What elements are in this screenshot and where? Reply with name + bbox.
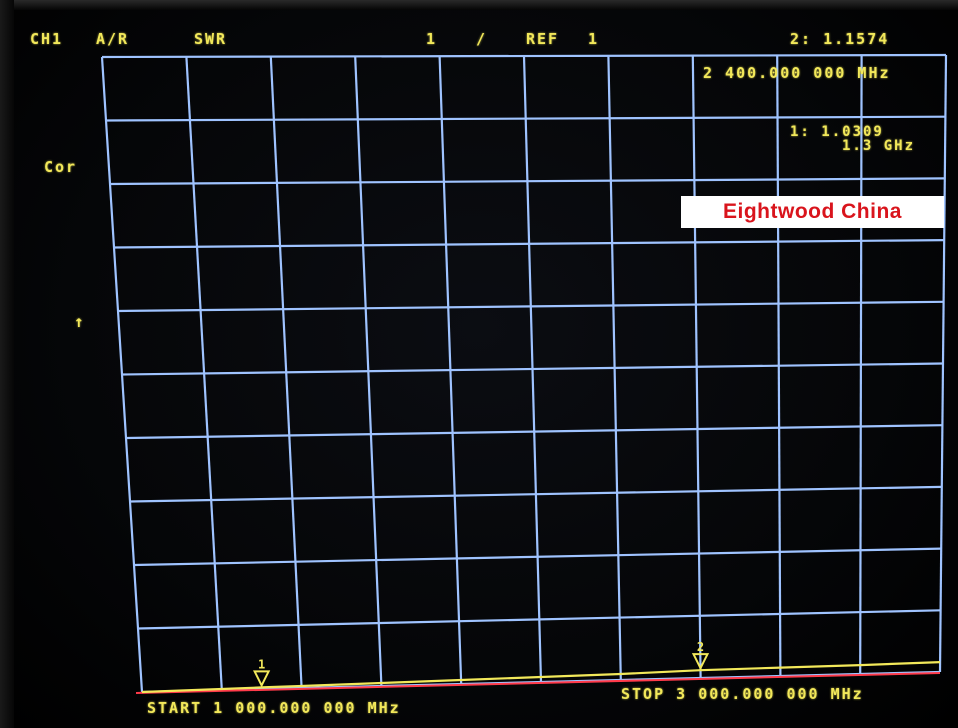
marker-triangle [691,653,710,671]
marker-triangle [252,670,271,688]
scale-unit: / [476,30,488,48]
scale-value: 1 [426,30,438,48]
start-frequency: START 1 000.000 000 MHz [147,699,401,717]
swr-trace [141,661,941,694]
stop-frequency: STOP 3 000.000 000 MHz [621,685,864,703]
marker1-frequency: 1.3 GHz [842,138,916,154]
reference-line [135,672,941,694]
watermark-label: Eightwood China [681,196,944,228]
ref-value: 1 [588,30,600,48]
marker2-readout: 2: 1.1574 [790,30,890,48]
grid-horizontal-line [113,239,945,249]
measurement-label: A/R [96,30,130,48]
grid-horizontal-line [133,547,942,567]
graticule [100,53,948,694]
grid-horizontal-line [117,300,944,313]
format-label: SWR [194,30,228,48]
marker2-frequency: 2 400.000 000 MHz [703,64,891,82]
marker-1-icon: 1 [252,657,271,688]
correction-indicator: Cor [44,158,78,176]
marker-number: 2 [697,640,704,654]
monitor-bezel-top [0,0,958,10]
grid-horizontal-line [109,177,945,186]
marker-layer: 12 [252,640,710,688]
grid-horizontal-line [105,115,946,122]
reference-position-arrow-icon: ↑ [74,312,86,331]
grid-horizontal-line [121,362,944,376]
marker1-readout: 1: 1.0309 [790,124,884,140]
monitor-bezel-left [0,0,14,728]
grid-horizontal-line [125,424,943,440]
marker-number: 1 [258,657,265,671]
grid-horizontal-line [137,609,941,630]
grid-horizontal-line [129,485,942,503]
grid-horizontal-line [101,53,947,59]
trace-layer [135,661,941,694]
marker-2-icon: 2 [691,640,710,671]
ref-label: REF [526,30,560,48]
channel-label: CH1 [30,30,64,48]
